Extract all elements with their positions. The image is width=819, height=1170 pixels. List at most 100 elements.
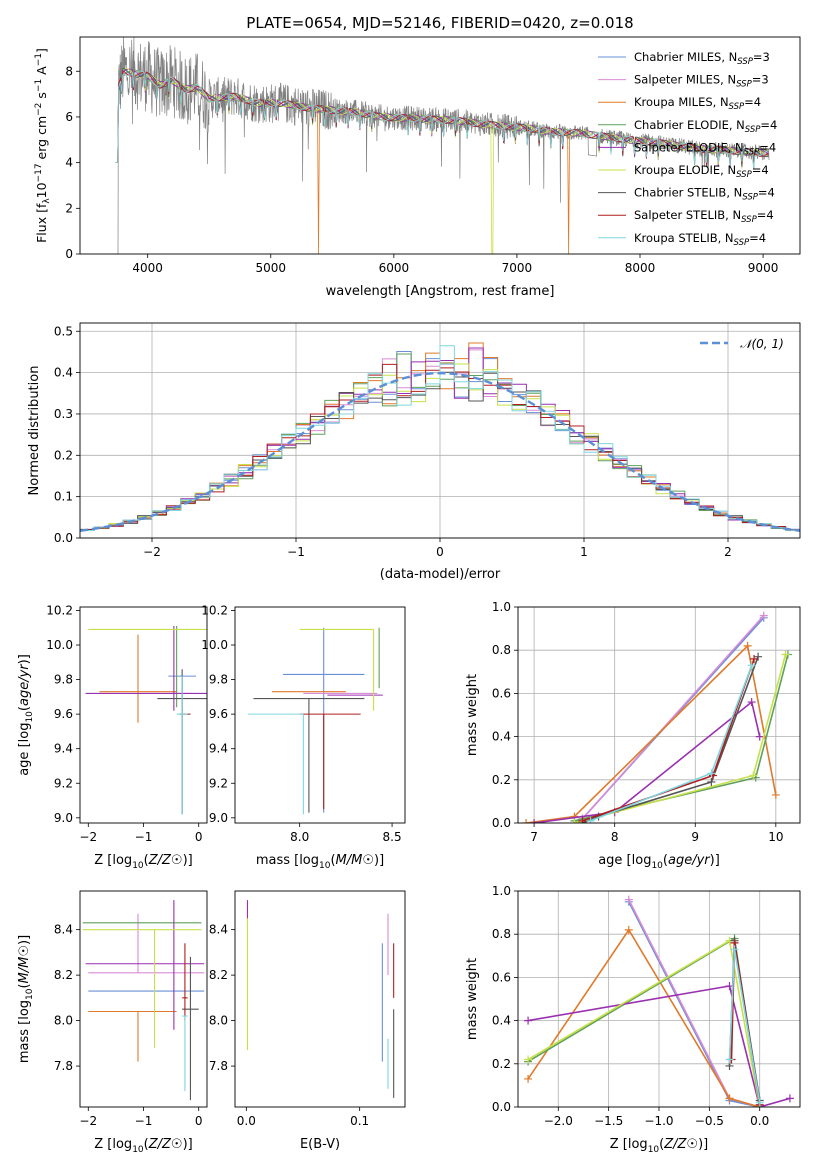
figure-title: PLATE=0654, MJD=52146, FIBERID=0420, z=0… xyxy=(246,14,633,32)
weight_vs_age-plot-area xyxy=(522,611,792,823)
spectrum-plot-area xyxy=(115,37,770,254)
series-marker xyxy=(586,816,595,823)
residuals-ytick-label: 0.0 xyxy=(54,531,73,545)
mass_vs_EBV-plot-area xyxy=(246,900,395,1098)
series-marker xyxy=(524,1055,533,1064)
age_vs_Z-xlabel: Z [log10(Z/Z☉)] xyxy=(94,853,192,871)
weight_vs_age-xtick-label: 8 xyxy=(611,830,619,844)
spectrum-model-line xyxy=(115,68,769,168)
spectrum-xtick-label: 8000 xyxy=(625,261,656,275)
svg-text:mass [log10(M/M☉)]: mass [log10(M/M☉)] xyxy=(256,853,384,871)
age_vs_Z-ytick-label: 9.0 xyxy=(54,811,73,825)
age_vs_mass-errorbar-point xyxy=(299,628,375,711)
series-marker xyxy=(624,925,633,934)
age_vs_mass-ytick-label: 10.2 xyxy=(201,603,228,617)
spectrum-ytick-label: 4 xyxy=(65,156,73,170)
series-line xyxy=(525,644,777,823)
weight_vs_age-ytick-label: 0.4 xyxy=(492,730,511,744)
residuals-ytick-label: 0.3 xyxy=(54,407,73,421)
series-marker xyxy=(522,819,531,823)
age_vs_Z-frame xyxy=(79,606,208,824)
legend-label: Chabrier STELIB, NSSP=4 xyxy=(634,186,775,203)
residuals-xtick-label: −1 xyxy=(287,545,305,559)
spectrum-ytick-label: 0 xyxy=(65,247,73,261)
age_vs_mass-axes: 8.0 8.5 9.0 9.2 9.4 9.6 9.8 10.0 10.2 xyxy=(201,603,401,844)
mass_vs_EBV-axes: 0.0 0.1 7.8 8.0 8.2 8.4 xyxy=(209,923,369,1128)
mass_vs_EBV-ytick-label: 8.0 xyxy=(209,1014,228,1028)
residuals-axes: −2 −1 0 1 2 0.0 0.1 0.2 0.3 0.4 0.5 xyxy=(54,323,800,559)
panels: 4000 5000 6000 7000 8000 900002468wavelength … xyxy=(17,36,801,1155)
weight_vs_age-ytick-label: 0.0 xyxy=(492,816,511,830)
weight_vs_age-ytick-label: 1.0 xyxy=(492,600,511,614)
mass_vs_Z-ytick-label: 8.0 xyxy=(54,1014,73,1028)
age_vs_mass-xlabel: mass [log10(M/M☉)] xyxy=(256,853,384,871)
mass_vs_Z-plot-area xyxy=(82,900,205,1101)
residuals-ylabel: Normed distribution xyxy=(27,366,42,496)
mass_vs_Z-errorbar-point xyxy=(182,1015,188,1092)
spectrum-axes: 4000 5000 6000 7000 8000 9000 0 2 4 6 8 xyxy=(65,64,778,275)
spectrum-xtick-label: 4000 xyxy=(132,261,163,275)
age_vs_Z-plot-area xyxy=(85,626,207,815)
series-marker xyxy=(624,895,633,904)
spectrum-xtick-label: 9000 xyxy=(748,261,779,275)
series-marker xyxy=(785,1094,794,1103)
legend-label: Salpeter STELIB, NSSP=4 xyxy=(634,208,774,225)
spectrum-model-line xyxy=(115,70,769,168)
series-marker xyxy=(749,771,758,780)
age_vs_mass-ytick-label: 10.0 xyxy=(201,638,228,652)
age_vs_Z-errorbar-point xyxy=(175,626,178,708)
mass_vs_EBV-ytick-label: 7.8 xyxy=(209,1059,228,1073)
mass_vs_Z-axes: −2 −1 0 7.8 8.0 8.2 8.4 xyxy=(54,923,203,1128)
spectrum-xtick-label: 7000 xyxy=(502,261,533,275)
series-marker xyxy=(725,1094,734,1103)
age_vs_mass-xtick-label: 8.5 xyxy=(383,830,402,844)
age_vs_Z-ytick-label: 10.2 xyxy=(46,603,73,617)
svg-text:Z [log10(Z/Z☉)]: Z [log10(Z/Z☉)] xyxy=(94,853,192,871)
weight_vs_age-series xyxy=(530,698,764,823)
residual-hist-series xyxy=(80,345,800,531)
legend-label: Chabrier MILES, NSSP=3 xyxy=(634,50,770,67)
age_vs_Z-ylabel: age [log10(age/yr)] xyxy=(17,654,35,776)
age_vs_Z-errorbar-point xyxy=(99,634,177,723)
spectrum-ytick-label: 6 xyxy=(65,110,73,124)
age_vs_mass-errorbar-point xyxy=(247,713,304,815)
mass_vs_Z-ytick-label: 7.8 xyxy=(54,1059,73,1073)
series-line xyxy=(527,937,761,1105)
series-marker xyxy=(747,698,756,707)
series-marker xyxy=(707,769,716,778)
weight_vs_age-series xyxy=(522,641,780,823)
age_vs_Z-xtick-label: −1 xyxy=(135,830,153,844)
mass_vs_EBV-xtick-label: 0.1 xyxy=(350,1114,369,1128)
series-marker xyxy=(530,819,539,823)
weight_vs_Z-xtick-label: −1.0 xyxy=(644,1114,673,1128)
age_vs_mass-ytick-label: 9.0 xyxy=(209,811,228,825)
residuals-xtick-label: 0 xyxy=(436,545,444,559)
weight_vs_age-series xyxy=(570,650,790,823)
legend-label: Kroupa ELODIE, NSSP=4 xyxy=(634,163,769,180)
spectrum-xlabel: wavelength [Angstrom, rest frame] xyxy=(326,284,555,299)
spectrum-xtick-label: 5000 xyxy=(255,261,286,275)
age_vs_Z-xtick-label: 0 xyxy=(195,830,203,844)
age_vs_mass-plot-area xyxy=(247,627,383,815)
weight_vs_Z-ytick-label: 0.0 xyxy=(492,1100,511,1114)
series-line xyxy=(527,928,760,1107)
series-line xyxy=(581,615,765,820)
weight_vs_Z-axes: −2.0 −1.5 −1.0 −0.5 0.0 0.0 0.2 0.4 0.6 0.8 1.0 xyxy=(492,884,800,1128)
weight_vs_age-ylabel: mass weight xyxy=(465,674,480,756)
mass_vs_Z-xtick-label: −2 xyxy=(79,1114,97,1128)
legend-label: Kroupa STELIB, NSSP=4 xyxy=(634,231,766,248)
series-marker xyxy=(725,1055,734,1064)
weight_vs_Z-xlabel: Z [log10(Z/Z☉)] xyxy=(610,1137,708,1155)
age_vs_Z-ytick-label: 10.0 xyxy=(46,638,73,652)
weight_vs_Z-plot-area xyxy=(524,895,794,1107)
mass_vs_Z-xtick-label: 0 xyxy=(195,1114,203,1128)
weight_vs_Z-series xyxy=(524,936,764,1107)
legend-label: Kroupa MILES, NSSP=4 xyxy=(634,95,761,112)
weight_vs_age-series xyxy=(578,654,759,823)
weight_vs_Z-frame xyxy=(517,890,801,1108)
series-marker xyxy=(524,1016,533,1025)
series-marker xyxy=(578,816,587,823)
legend-label: Salpeter ELODIE, NSSP=4 xyxy=(634,140,776,157)
age_vs_Z-ytick-label: 9.2 xyxy=(54,776,73,790)
